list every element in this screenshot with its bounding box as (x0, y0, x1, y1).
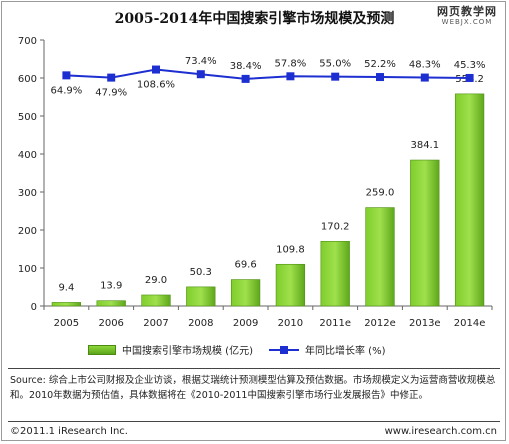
footer-url: www.iresearch.com.cn (384, 426, 497, 437)
x-tick-label: 2011e (319, 318, 351, 329)
x-tick-label: 2013e (409, 318, 441, 329)
growth-value-label: 73.4% (185, 56, 217, 67)
growth-value-label: 57.8% (275, 58, 307, 69)
watermark-logo: 网页教学网 WEBJX.COM (437, 6, 497, 28)
x-tick-label: 2005 (54, 318, 79, 329)
growth-marker (376, 73, 384, 82)
y-tick-label: 300 (18, 188, 37, 199)
watermark-line1: 网页教学网 (437, 5, 497, 18)
x-tick-label: 2008 (188, 318, 213, 329)
growth-value-label: 55.0% (319, 59, 351, 70)
bar-value-label: 13.9 (100, 281, 122, 292)
bar-value-label: 170.2 (321, 221, 350, 232)
watermark-line2: WEBJX.COM (441, 18, 493, 26)
growth-value-label: 45.3% (454, 60, 486, 71)
bar-value-label: 50.3 (190, 267, 212, 278)
x-tick-label: 2007 (143, 318, 168, 329)
growth-marker (286, 72, 295, 81)
y-tick-label: 400 (18, 150, 37, 161)
bar-value-label: 384.1 (410, 140, 439, 151)
legend-label-bar: 中国搜索引擎市场规模 (亿元) (122, 346, 253, 357)
growth-marker (152, 65, 160, 74)
bar-value-label: 29.0 (145, 275, 167, 286)
x-tick-label: 2009 (233, 318, 258, 329)
y-tick-label: 500 (18, 112, 37, 123)
growth-marker (62, 71, 71, 80)
y-tick-label: 600 (18, 74, 37, 85)
legend-swatch-bar (88, 344, 116, 355)
growth-value-label: 48.3% (409, 60, 441, 71)
bar (96, 300, 126, 307)
bar (410, 159, 440, 307)
bar (186, 286, 216, 307)
bar (141, 294, 171, 307)
bar (51, 302, 82, 307)
legend-label-line: 年同比增长率 (%) (304, 346, 386, 357)
divider-top (8, 368, 500, 369)
x-tick-label: 2010 (278, 318, 303, 329)
bar-value-label: 259.0 (366, 188, 395, 199)
chart-title: 2005-2014年中国搜索引擎市场规模及预测 (114, 11, 395, 27)
y-tick-label: 200 (18, 226, 37, 237)
x-tick-label: 2012e (364, 318, 396, 329)
bar (454, 93, 485, 307)
footer-copyright: ©2011.1 iResearch Inc. (10, 426, 128, 437)
bar-value-label: 109.8 (276, 244, 305, 255)
source-note: Source: 综合上市公司财报及企业访谈，根据艾瑞统计预测模型估算及预估数据。… (10, 375, 496, 401)
growth-marker (420, 73, 429, 82)
y-tick-label: 0 (31, 302, 37, 313)
bar (365, 207, 395, 307)
bar-value-label: 69.6 (234, 260, 256, 271)
bar (275, 263, 306, 307)
chart-legend: 中国搜索引擎市场规模 (亿元) 年同比增长率 (%) (88, 342, 401, 357)
growth-value-label: 52.2% (364, 59, 396, 70)
legend-item-line: 年同比增长率 (%) (268, 342, 386, 357)
bar-value-label: 9.4 (58, 282, 74, 293)
y-tick-label: 100 (18, 264, 37, 275)
divider-bottom (8, 421, 500, 422)
legend-item-bar: 中国搜索引擎市场规模 (亿元) (88, 342, 253, 357)
growth-marker (465, 73, 474, 82)
legend-swatch-line (268, 345, 299, 354)
bar (320, 241, 350, 307)
growth-marker (331, 72, 340, 81)
x-tick-label: 2006 (98, 318, 123, 329)
growth-value-label: 47.9% (95, 88, 127, 99)
growth-value-label: 108.6% (137, 80, 175, 91)
growth-marker (241, 74, 250, 83)
x-tick-label: 2014e (454, 318, 486, 329)
growth-marker (107, 73, 116, 82)
growth-line (66, 68, 470, 80)
bar (230, 279, 261, 307)
growth-value-label: 38.4% (230, 61, 262, 72)
growth-marker (196, 70, 205, 79)
y-tick-label: 700 (18, 36, 37, 47)
growth-value-label: 64.9% (51, 85, 83, 96)
